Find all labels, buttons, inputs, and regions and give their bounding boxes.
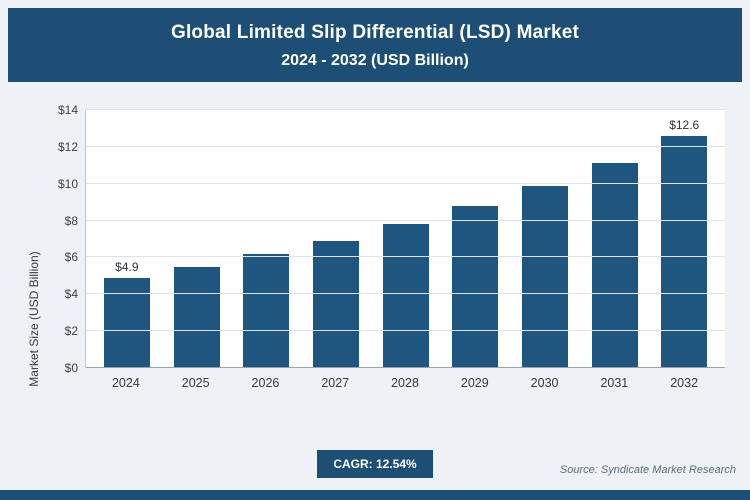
gridline bbox=[86, 330, 725, 332]
bar-column-2024: $4.9 bbox=[92, 110, 162, 368]
bar-column-2027 bbox=[301, 110, 371, 368]
x-tick-label: 2030 bbox=[530, 376, 559, 390]
source-attribution: Source: Syndicate Market Research bbox=[559, 464, 736, 476]
cagr-badge: CAGR: 12.54% bbox=[317, 450, 433, 478]
bar-column-2031 bbox=[580, 110, 650, 368]
bar-column-2030 bbox=[510, 110, 580, 368]
bar-column-2029 bbox=[440, 110, 510, 368]
footer: CAGR: 12.54% Source: Syndicate Market Re… bbox=[0, 438, 750, 490]
chart-title-banner: Global Limited Slip Differential (LSD) M… bbox=[8, 8, 742, 82]
bar-column-2026 bbox=[231, 110, 301, 368]
bar-2030 bbox=[521, 185, 568, 368]
bar-2032 bbox=[661, 135, 708, 368]
x-tick-label: 2031 bbox=[600, 376, 629, 390]
gridline bbox=[86, 109, 725, 110]
bottom-accent-strip bbox=[0, 490, 750, 500]
y-tick-label: $8 bbox=[64, 213, 78, 228]
gridline bbox=[86, 219, 725, 221]
y-tick-label: $6 bbox=[64, 250, 78, 265]
bar-2027 bbox=[312, 240, 359, 368]
gridline bbox=[86, 182, 725, 184]
x-tick-label: 2024 bbox=[111, 376, 140, 390]
bar-2028 bbox=[382, 224, 429, 368]
bar-value-label: $4.9 bbox=[115, 259, 139, 274]
gridline bbox=[86, 293, 725, 295]
bar-column-2032: $12.6 bbox=[649, 110, 719, 368]
gridline bbox=[86, 256, 725, 258]
y-tick-label: $12 bbox=[57, 139, 78, 154]
y-tick-label: $10 bbox=[57, 176, 78, 191]
bar-column-2028 bbox=[371, 110, 441, 368]
chart-section: Market Size (USD Billion) $4.9 $12.6 $0 $2… bbox=[0, 82, 750, 438]
y-tick-label: $2 bbox=[64, 324, 78, 339]
bar-column-2025 bbox=[162, 110, 232, 368]
y-tick-label: $0 bbox=[64, 361, 78, 375]
x-axis-labels: 2024 2025 2026 2027 2028 2029 2030 2031 2032 bbox=[85, 376, 725, 390]
bar-2025 bbox=[173, 266, 220, 368]
gridline bbox=[86, 367, 725, 368]
x-tick-label: 2032 bbox=[670, 376, 699, 390]
bar-2031 bbox=[591, 163, 638, 368]
x-tick-label: 2026 bbox=[251, 376, 280, 390]
bars-container: $4.9 $12.6 bbox=[86, 110, 725, 368]
plot-area: $4.9 $12.6 $0 $2 $4 $6 $8 $10 $12 $14 bbox=[58, 103, 725, 375]
gridline bbox=[86, 145, 725, 147]
bar-2024 bbox=[103, 277, 150, 368]
bar-2029 bbox=[452, 205, 499, 368]
bar-value-label: $12.6 bbox=[669, 117, 700, 132]
bar-2026 bbox=[243, 253, 290, 368]
chart-title: Global Limited Slip Differential (LSD) M… bbox=[170, 22, 580, 43]
x-tick-label: 2029 bbox=[460, 376, 489, 390]
x-tick-label: 2027 bbox=[321, 376, 350, 390]
y-tick-label: $4 bbox=[64, 287, 78, 302]
x-tick-label: 2025 bbox=[181, 376, 210, 390]
x-tick-label: 2028 bbox=[391, 376, 419, 390]
chart-subtitle: 2024 - 2032 (USD Billion) bbox=[281, 52, 469, 69]
y-tick-label: $14 bbox=[57, 103, 78, 117]
